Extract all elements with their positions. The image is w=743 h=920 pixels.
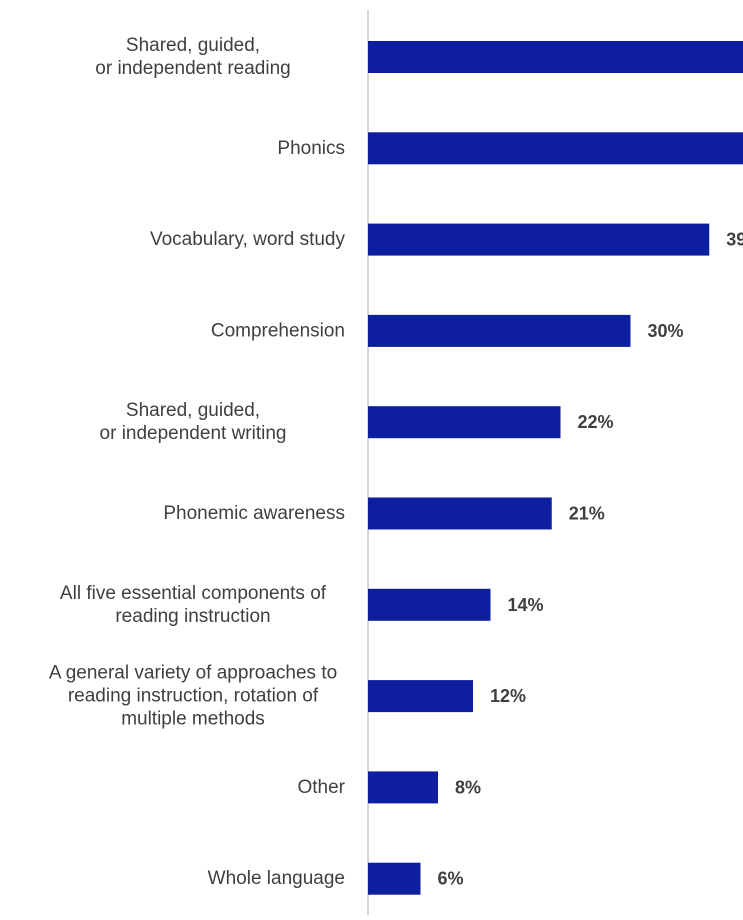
bar (368, 680, 473, 713)
bar-value-label: 39% (726, 230, 743, 250)
value-labels-group: 52%52%39%30%22%21%14%12%8%6% (438, 230, 743, 889)
bar (368, 771, 438, 804)
bar-value-label: 30% (648, 321, 684, 341)
bar-value-label: 21% (569, 504, 605, 524)
bar (368, 406, 561, 439)
bar (368, 588, 491, 621)
category-label: multiple methods (121, 709, 265, 730)
category-label: Comprehension (211, 320, 345, 341)
bar (368, 41, 743, 73)
bar (368, 314, 631, 347)
bars-group (368, 41, 743, 895)
bar (368, 497, 552, 530)
category-label: or independent reading (95, 58, 290, 79)
category-label: Shared, guided, (126, 35, 260, 56)
category-label: or independent writing (100, 423, 287, 444)
category-label: Other (297, 777, 345, 798)
bar (368, 223, 710, 256)
bar (368, 862, 421, 895)
category-label: reading instruction (115, 606, 270, 627)
bar-value-label: 22% (578, 412, 614, 432)
category-label: All five essential components of (60, 583, 327, 604)
category-label: Whole language (208, 868, 345, 889)
bar-value-label: 8% (455, 777, 481, 797)
bar-value-label: 14% (508, 595, 544, 615)
category-label: Shared, guided, (126, 400, 260, 421)
category-label: Vocabulary, word study (150, 229, 346, 250)
category-label: A general variety of approaches to (49, 663, 337, 684)
category-label: Phonemic awareness (163, 503, 345, 524)
category-label: reading instruction, rotation of (68, 686, 319, 707)
bar (368, 132, 743, 165)
category-labels-group: Shared, guided,or independent readingPho… (49, 35, 346, 889)
bar-value-label: 6% (438, 869, 464, 889)
bar-value-label: 12% (490, 686, 526, 706)
category-label: Phonics (277, 138, 345, 159)
